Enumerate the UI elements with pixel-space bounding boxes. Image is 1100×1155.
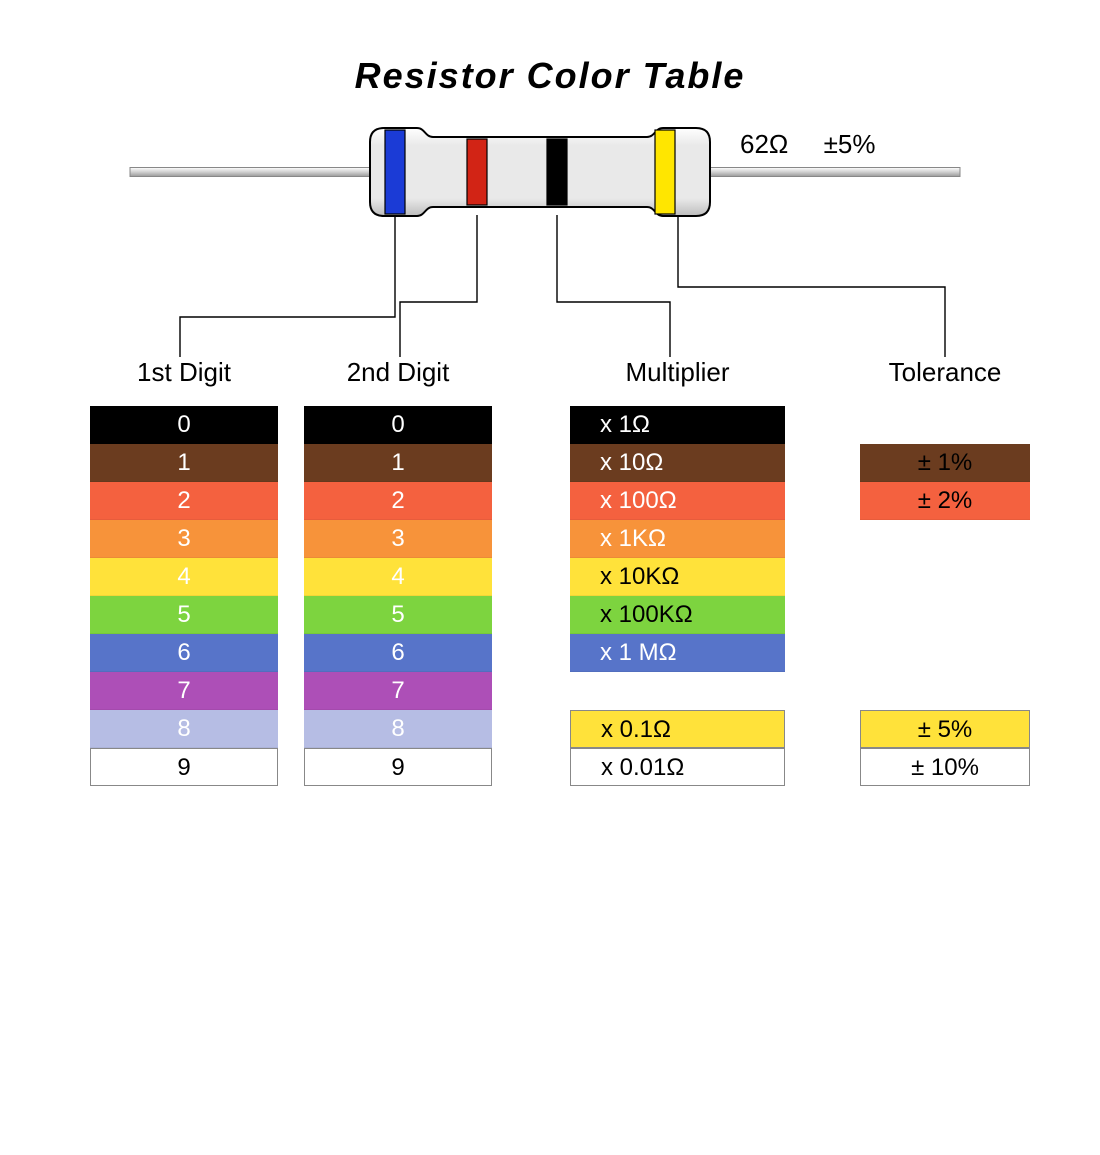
digit2-row: 3 [304, 520, 492, 558]
color-tables: 1st Digit 0123456789 2nd Digit 012345678… [0, 357, 1100, 977]
digit1-row: 7 [90, 672, 278, 710]
multiplier-row: x 1Ω [570, 406, 785, 444]
multiplier-row: x 10KΩ [570, 558, 785, 596]
column-digit2: 2nd Digit 0123456789 [304, 357, 492, 786]
multiplier-row: x 0.01Ω [570, 748, 785, 786]
digit1-row: 6 [90, 634, 278, 672]
digit2-row: 6 [304, 634, 492, 672]
digit1-row: 4 [90, 558, 278, 596]
multiplier-row: x 1KΩ [570, 520, 785, 558]
column-digit1: 1st Digit 0123456789 [90, 357, 278, 786]
digit2-row: 1 [304, 444, 492, 482]
digit2-row: 2 [304, 482, 492, 520]
column-tolerance: Tolerance ± 1%± 2% ± 5%± 10% [860, 357, 1030, 786]
tolerance-gap [860, 406, 1030, 444]
digit2-row: 8 [304, 710, 492, 748]
digit1-row: 2 [90, 482, 278, 520]
digit2-row: 0 [304, 406, 492, 444]
resistor-diagram: 62Ω ±5% [0, 97, 1100, 357]
resistor-readout: 62Ω ±5% [740, 129, 903, 160]
multiplier-row: x 10Ω [570, 444, 785, 482]
multiplier-row: x 100KΩ [570, 596, 785, 634]
tolerance-gap [860, 672, 1030, 710]
digit1-row: 3 [90, 520, 278, 558]
tolerance-gap [860, 558, 1030, 596]
header-digit2: 2nd Digit [304, 357, 492, 388]
header-digit1: 1st Digit [90, 357, 278, 388]
digit2-row: 9 [304, 748, 492, 786]
multiplier-row: x 1 MΩ [570, 634, 785, 672]
tolerance-value: ±5% [824, 129, 876, 159]
multiplier-gap [570, 672, 785, 710]
column-multiplier: Multiplier x 1Ωx 10Ωx 100Ωx 1KΩx 10KΩx 1… [570, 357, 785, 786]
tolerance-row: ± 10% [860, 748, 1030, 786]
multiplier-row: x 0.1Ω [570, 710, 785, 748]
digit1-row: 0 [90, 406, 278, 444]
digit2-row: 7 [304, 672, 492, 710]
header-tolerance: Tolerance [860, 357, 1030, 388]
digit1-row: 9 [90, 748, 278, 786]
page-title: Resistor Color Table [0, 55, 1100, 97]
digit2-row: 4 [304, 558, 492, 596]
tolerance-gap [860, 520, 1030, 558]
tolerance-gap [860, 596, 1030, 634]
multiplier-row: x 100Ω [570, 482, 785, 520]
tolerance-row: ± 5% [860, 710, 1030, 748]
tolerance-row: ± 1% [860, 444, 1030, 482]
digit1-row: 5 [90, 596, 278, 634]
resistance-value: 62Ω [740, 129, 788, 159]
digit2-row: 5 [304, 596, 492, 634]
digit1-row: 8 [90, 710, 278, 748]
tolerance-row: ± 2% [860, 482, 1030, 520]
header-multiplier: Multiplier [570, 357, 785, 388]
digit1-row: 1 [90, 444, 278, 482]
tolerance-gap [860, 634, 1030, 672]
